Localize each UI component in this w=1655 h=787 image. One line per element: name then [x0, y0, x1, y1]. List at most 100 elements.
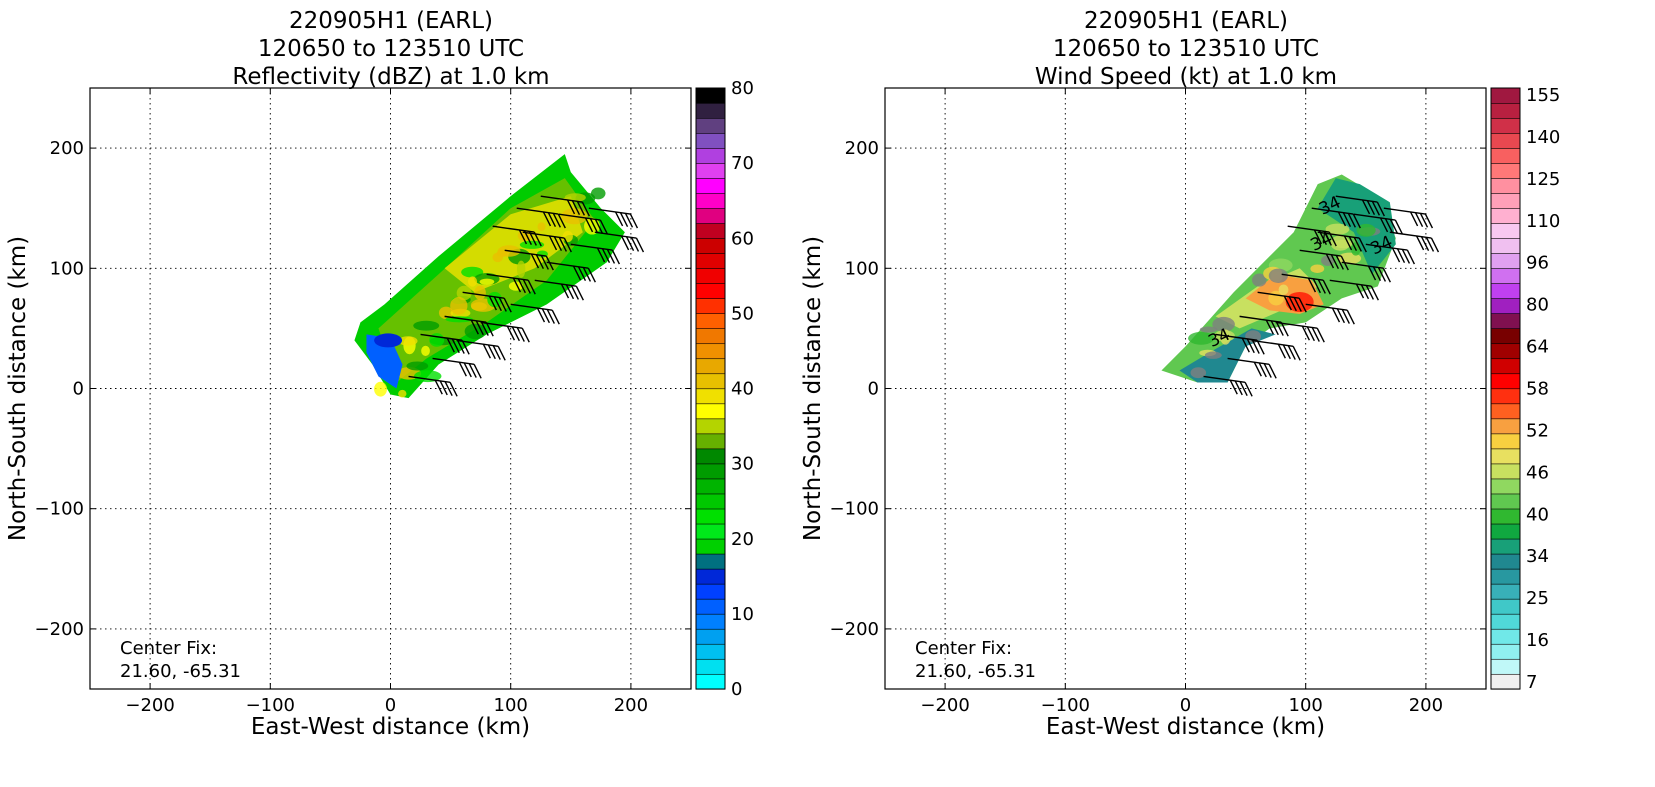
wind-barbs — [408, 195, 645, 397]
colorbar-cell — [1490, 643, 1521, 660]
wind-barb-feather — [1376, 201, 1385, 217]
wind-barb-shaft — [1203, 375, 1246, 384]
wind-barb-feather — [1268, 363, 1277, 379]
wind-barb-feather — [1409, 211, 1419, 227]
echo-cell — [450, 296, 468, 315]
colorbar-cell — [1490, 177, 1521, 194]
echo-cell — [590, 187, 606, 200]
wind-barb-feather — [625, 236, 635, 252]
x-axis-label: East-West distance (km) — [1046, 714, 1325, 740]
colorbar-cell — [695, 643, 726, 660]
wind-speed-panel: 220905H1 (EARL) 120650 to 123510 UTC Win… — [800, 8, 1560, 740]
wind-barb-shaft — [1341, 261, 1384, 269]
panel-title-line-1: 220905H1 (EARL) — [1084, 8, 1288, 34]
wind-barb-shaft — [432, 357, 475, 365]
colorbar-cell — [1490, 222, 1521, 239]
wind-barb-feather — [577, 266, 587, 282]
wind-barb-feather — [506, 325, 516, 341]
wind-barb-shaft — [1335, 195, 1378, 203]
colorbar-cell — [1490, 87, 1521, 104]
wind-barb-feather — [551, 309, 560, 325]
colorbar-cell — [695, 222, 726, 239]
wind-barb-feather — [541, 308, 551, 324]
wind-cell — [1199, 326, 1218, 333]
colorbar-cell — [1490, 418, 1521, 435]
colorbar-cell — [695, 132, 726, 149]
y-axis-ticks: −200 −100 0 100 200 — [830, 138, 1486, 640]
wind-barb-feather — [1253, 361, 1262, 377]
wind-barb-feather — [624, 213, 634, 228]
wind-barb-feather — [1358, 237, 1367, 253]
colorbar-tick-label: 60 — [731, 228, 754, 249]
wind-barb-shaft — [1287, 225, 1330, 233]
wind-barb-feather — [582, 267, 592, 282]
colorbar-cell — [1490, 388, 1521, 405]
wind-barb-shaft — [462, 291, 505, 299]
wind-barb-shaft — [1239, 315, 1282, 323]
colorbar-cell — [1490, 267, 1521, 284]
colorbar-cell — [695, 388, 726, 405]
wind-barb-feather — [1298, 297, 1307, 313]
echo-cell — [406, 361, 429, 371]
wind-barb-feather — [1244, 382, 1253, 397]
wind-cell — [1268, 268, 1288, 283]
wind-barb-feather — [620, 235, 630, 251]
wind-barb-feather — [1348, 236, 1358, 252]
colorbar-tick-label: 34 — [1526, 546, 1549, 567]
wind-barb-feather — [1425, 237, 1435, 252]
wind-barb-feather — [518, 229, 528, 245]
wind-barb-feather — [570, 285, 580, 300]
colorbar-cell — [695, 628, 726, 645]
wind-barb-feather — [1313, 229, 1323, 245]
wind-barb-feather — [1312, 278, 1321, 294]
wind-barb-feather — [533, 231, 542, 247]
colorbar-cell — [695, 267, 726, 284]
wind-barb-feather — [1341, 309, 1350, 324]
colorbar-frame — [1490, 87, 1521, 690]
wind-barb-shaft — [1353, 213, 1396, 221]
y-tick-label: −100 — [35, 499, 84, 520]
colorbar-tick-label: 155 — [1526, 85, 1560, 106]
colorbar-tick-label: 10 — [731, 604, 754, 625]
colorbar-tick-label: 110 — [1526, 211, 1560, 232]
colorbar-cell — [1490, 568, 1521, 585]
colorbar-cell — [1490, 448, 1521, 465]
colorbar-cell — [695, 102, 726, 119]
wind-barb-feather — [575, 285, 584, 301]
colorbar-cell — [695, 613, 726, 630]
echo-cell — [492, 252, 504, 263]
wind-barb-feather — [1330, 254, 1340, 270]
colorbar-tick-label: 125 — [1526, 169, 1560, 190]
colorbar-cell — [1490, 493, 1521, 510]
echo-cell — [537, 222, 546, 231]
colorbar-cell — [695, 553, 726, 570]
echo-cell — [398, 389, 407, 398]
wind-barb-feather — [1277, 343, 1286, 359]
wind-barb-feather — [492, 345, 501, 360]
colorbar-tick-label: 80 — [1526, 295, 1549, 316]
colorbar-tick-label: 140 — [1526, 127, 1560, 148]
wind-barb-feather — [629, 213, 639, 229]
colorbar-cell — [1490, 553, 1521, 570]
wind-barb-feather — [493, 296, 502, 312]
wind-barb-feather — [1353, 237, 1362, 252]
colorbar-cell — [695, 568, 726, 585]
grid — [90, 88, 691, 689]
wind-barb-feather — [1361, 199, 1371, 215]
colorbar-tick-label: 58 — [1526, 379, 1549, 400]
wind-barb-feather — [1241, 337, 1250, 353]
wind-cell — [1278, 284, 1289, 295]
colorbar-cell — [695, 283, 726, 299]
wind-barb-feather — [1347, 213, 1356, 228]
center-fix-value: 21.60, -65.31 — [120, 661, 241, 682]
y-tick-label: 100 — [50, 258, 84, 279]
panel-title-line-3: Reflectivity (dBZ) at 1.0 km — [232, 64, 549, 90]
wind-barb-shaft — [570, 243, 613, 251]
colorbar-cell — [1490, 147, 1521, 164]
wind-barb-feather — [480, 321, 489, 336]
colorbar-cell — [1490, 613, 1521, 630]
colorbar-cell — [1490, 343, 1521, 360]
y-tick-label: 200 — [50, 138, 84, 159]
wind-barb-feather — [1307, 277, 1317, 293]
wind-barb-feather — [540, 255, 549, 270]
